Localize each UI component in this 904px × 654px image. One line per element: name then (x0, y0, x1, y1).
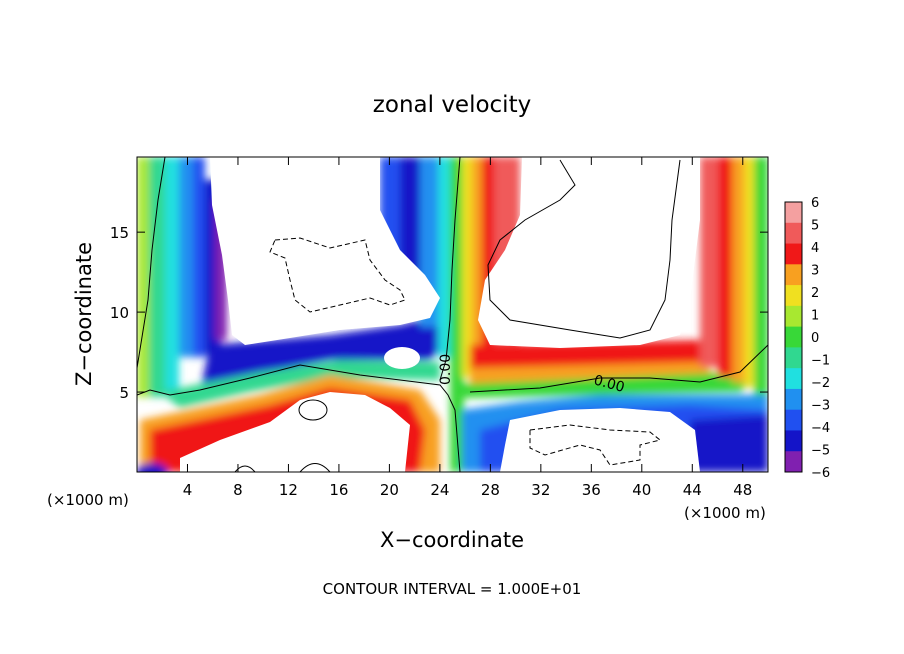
colorbar-swatch (785, 202, 802, 224)
colorbar-swatch (785, 243, 802, 265)
colorbar-label: −4 (811, 421, 830, 436)
x-tick-label: 40 (632, 481, 651, 499)
x-tick-label: 36 (582, 481, 601, 499)
contour-label-1: 0.00 (592, 372, 626, 396)
y-axis-label: Z−coordinate (72, 242, 96, 386)
colorbar-swatch (785, 368, 802, 390)
colorbar-label: 3 (811, 264, 819, 279)
colorbar-label: 1 (811, 309, 819, 324)
x-tick-label: 32 (531, 481, 550, 499)
colorbar-swatch (785, 222, 802, 245)
white-region-upper-right (478, 157, 700, 348)
x-tick-label: 8 (233, 481, 243, 499)
contour-label-0: 0.00 (438, 354, 454, 385)
colorbar-frame (784, 201, 803, 473)
colorbar-swatch (785, 451, 802, 473)
colorbar-label: 2 (811, 286, 819, 301)
colorbar-swatch (785, 347, 802, 369)
y-axis: 5 10 15 (110, 224, 768, 402)
white-region-lower-right (500, 408, 700, 472)
x-axis-label: X−coordinate (380, 528, 524, 552)
x-tick-label: 16 (329, 481, 348, 499)
colorbar-swatch (785, 264, 802, 286)
white-region-upper-left (210, 157, 440, 345)
x-tick-label: 28 (481, 481, 500, 499)
x-axis: 4 8 12 16 20 24 28 32 36 40 44 48 (183, 157, 752, 499)
y-tick-label: 15 (110, 224, 129, 242)
colorbar-swatch (785, 430, 802, 452)
colorbar: 6 5 4 3 2 1 0 −1 −2 −3 −4 −5 −6 (784, 196, 830, 481)
colorbar-label: −1 (811, 354, 830, 369)
y-tick-label: 5 (119, 384, 129, 402)
x-tick-label: 4 (183, 481, 193, 499)
colorbar-label: 4 (811, 241, 819, 256)
colorbar-label: −5 (811, 444, 830, 459)
contour-interval-footer: CONTOUR INTERVAL = 1.000E+01 (323, 580, 582, 598)
colorbar-swatch (785, 409, 802, 431)
white-region-lower-left (180, 392, 410, 472)
x-unit-right: (×1000 m) (684, 504, 766, 522)
x-tick-label: 44 (683, 481, 702, 499)
x-tick-label: 24 (430, 481, 449, 499)
colorbar-label: 5 (811, 219, 819, 234)
x-tick-label: 12 (279, 481, 298, 499)
colorbar-swatch (785, 326, 802, 348)
x-unit-left: (×1000 m) (47, 491, 129, 509)
x-tick-label: 48 (733, 481, 752, 499)
colorbar-label: −3 (811, 399, 830, 414)
colorbar-label: −6 (811, 466, 830, 481)
colorbar-label: 0 (811, 331, 819, 346)
colorbar-label: 6 (811, 196, 819, 211)
velocity-field (137, 157, 768, 472)
y-tick-label: 10 (110, 304, 129, 322)
colorbar-swatch (785, 388, 802, 411)
plot-frame (136, 156, 769, 473)
x-tick-label: 20 (380, 481, 399, 499)
colorbar-swatch (785, 285, 802, 307)
colorbar-swatch (785, 305, 802, 328)
chart-title: zonal velocity (373, 92, 531, 118)
colorbar-label: −2 (811, 376, 830, 391)
